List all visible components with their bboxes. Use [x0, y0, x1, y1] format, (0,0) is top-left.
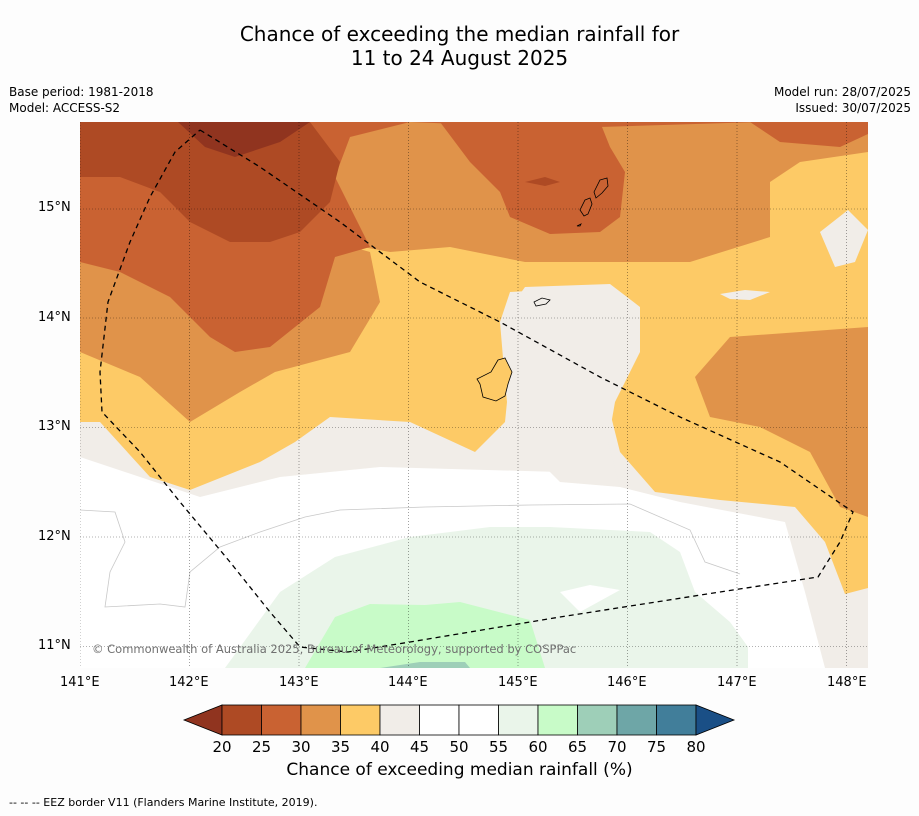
aguijan-island — [576, 223, 582, 227]
lat-grid — [80, 208, 868, 647]
colorbar-under-arrow — [182, 704, 223, 736]
colorbar-swatch — [221, 704, 262, 736]
colorbar-swatch — [419, 704, 460, 736]
rainfall-map: © Commonwealth of Australia 2025, Bureau… — [80, 122, 868, 668]
colorbar-labels: 20 25 30 35 40 45 50 55 60 65 70 75 80 — [212, 738, 705, 756]
title-line-1: Chance of exceeding the median rainfall … — [239, 22, 680, 46]
colorbar-tick-label: 75 — [647, 738, 666, 756]
colorbar-swatch — [458, 704, 499, 736]
region-45-50-east-sliver — [720, 290, 770, 300]
region-30-35-east — [695, 327, 868, 517]
region-25-30-north — [440, 122, 625, 234]
lon-label-141: 141°E — [60, 675, 100, 690]
lat-label-15: 15°N — [38, 200, 71, 215]
colorbar-tick-label: 70 — [607, 738, 626, 756]
colorbar-title: Chance of exceeding median rainfall (%) — [286, 760, 633, 780]
colorbar-swatch — [537, 704, 578, 736]
colorbar-swatches — [182, 704, 736, 736]
issued-text: Issued: 30/07/2025 — [795, 101, 911, 115]
lon-label-142: 142°E — [169, 675, 209, 690]
colorbar-swatch — [616, 704, 657, 736]
colorbar-swatch — [577, 704, 618, 736]
colorbar-tick-label: 55 — [489, 738, 508, 756]
lon-label-147: 147°E — [717, 675, 757, 690]
colorbar-tick-label: 20 — [212, 738, 231, 756]
tinian-island — [579, 197, 593, 217]
colorbar-swatch — [656, 704, 697, 736]
lon-label-145: 145°E — [498, 675, 538, 690]
map-svg: © Commonwealth of Australia 2025, Bureau… — [80, 122, 868, 668]
region-20-25-east-sliver — [525, 177, 560, 186]
region-under-20 — [178, 122, 310, 157]
colorbar-tick-label: 45 — [410, 738, 429, 756]
lon-label-148: 148°E — [827, 675, 867, 690]
colorbar: 20 25 30 35 40 45 50 55 60 65 70 75 80 — [182, 704, 736, 756]
lat-label-13: 13°N — [38, 419, 71, 434]
meta-left: Base period: 1981-2018 Model: ACCESS-S2 — [9, 84, 154, 116]
lon-grid — [80, 122, 847, 668]
model-text: Model: ACCESS-S2 — [9, 101, 121, 115]
contour-line-south — [80, 503, 741, 608]
title-line-2: 11 to 24 August 2025 — [350, 46, 569, 70]
model-run-text: Model run: 28/07/2025 — [773, 85, 911, 99]
lat-label-14: 14°N — [38, 310, 71, 325]
region-45-50-east-patch — [820, 210, 868, 267]
region-20-25 — [80, 122, 340, 242]
lat-label-11: 11°N — [38, 638, 71, 653]
guam-island — [476, 357, 513, 402]
lat-label-12: 12°N — [38, 529, 71, 544]
meta-right: Model run: 28/07/2025 Issued: 30/07/2025 — [774, 84, 911, 116]
colorbar-tick-label: 30 — [291, 738, 310, 756]
copyright-text: © Commonwealth of Australia 2025, Bureau… — [92, 642, 576, 656]
eez-border — [99, 129, 854, 653]
saipan-island — [593, 177, 609, 199]
colorbar-swatch — [379, 704, 420, 736]
region-65-70 — [380, 662, 470, 668]
eez-footnote: -- -- -- EEZ border V11 (Flanders Marine… — [9, 796, 318, 809]
colorbar-tick-label: 25 — [252, 738, 271, 756]
region-25-30-east-top — [750, 122, 868, 147]
lon-label-146: 146°E — [607, 675, 647, 690]
colorbar-tick-label: 35 — [331, 738, 350, 756]
lon-label-144: 144°E — [388, 675, 428, 690]
colorbar-tick-label: 80 — [686, 738, 705, 756]
colorbar-tick-label: 65 — [568, 738, 587, 756]
colorbar-over-arrow — [695, 704, 736, 736]
colorbar-swatch — [498, 704, 539, 736]
colorbar-tick-label: 40 — [370, 738, 389, 756]
chart-title: Chance of exceeding the median rainfall … — [0, 22, 919, 70]
rota-island — [533, 297, 551, 307]
region-white-south-patch — [560, 585, 620, 612]
colorbar-tick-label: 50 — [449, 738, 468, 756]
colorbar-swatch — [261, 704, 302, 736]
region-45-50-center — [500, 284, 640, 487]
colorbar-swatch — [300, 704, 341, 736]
base-period-text: Base period: 1981-2018 — [9, 85, 154, 99]
region-60-65 — [305, 602, 545, 668]
lon-label-143: 143°E — [279, 675, 319, 690]
colorbar-tick-label: 60 — [528, 738, 547, 756]
colorbar-swatch — [340, 704, 381, 736]
